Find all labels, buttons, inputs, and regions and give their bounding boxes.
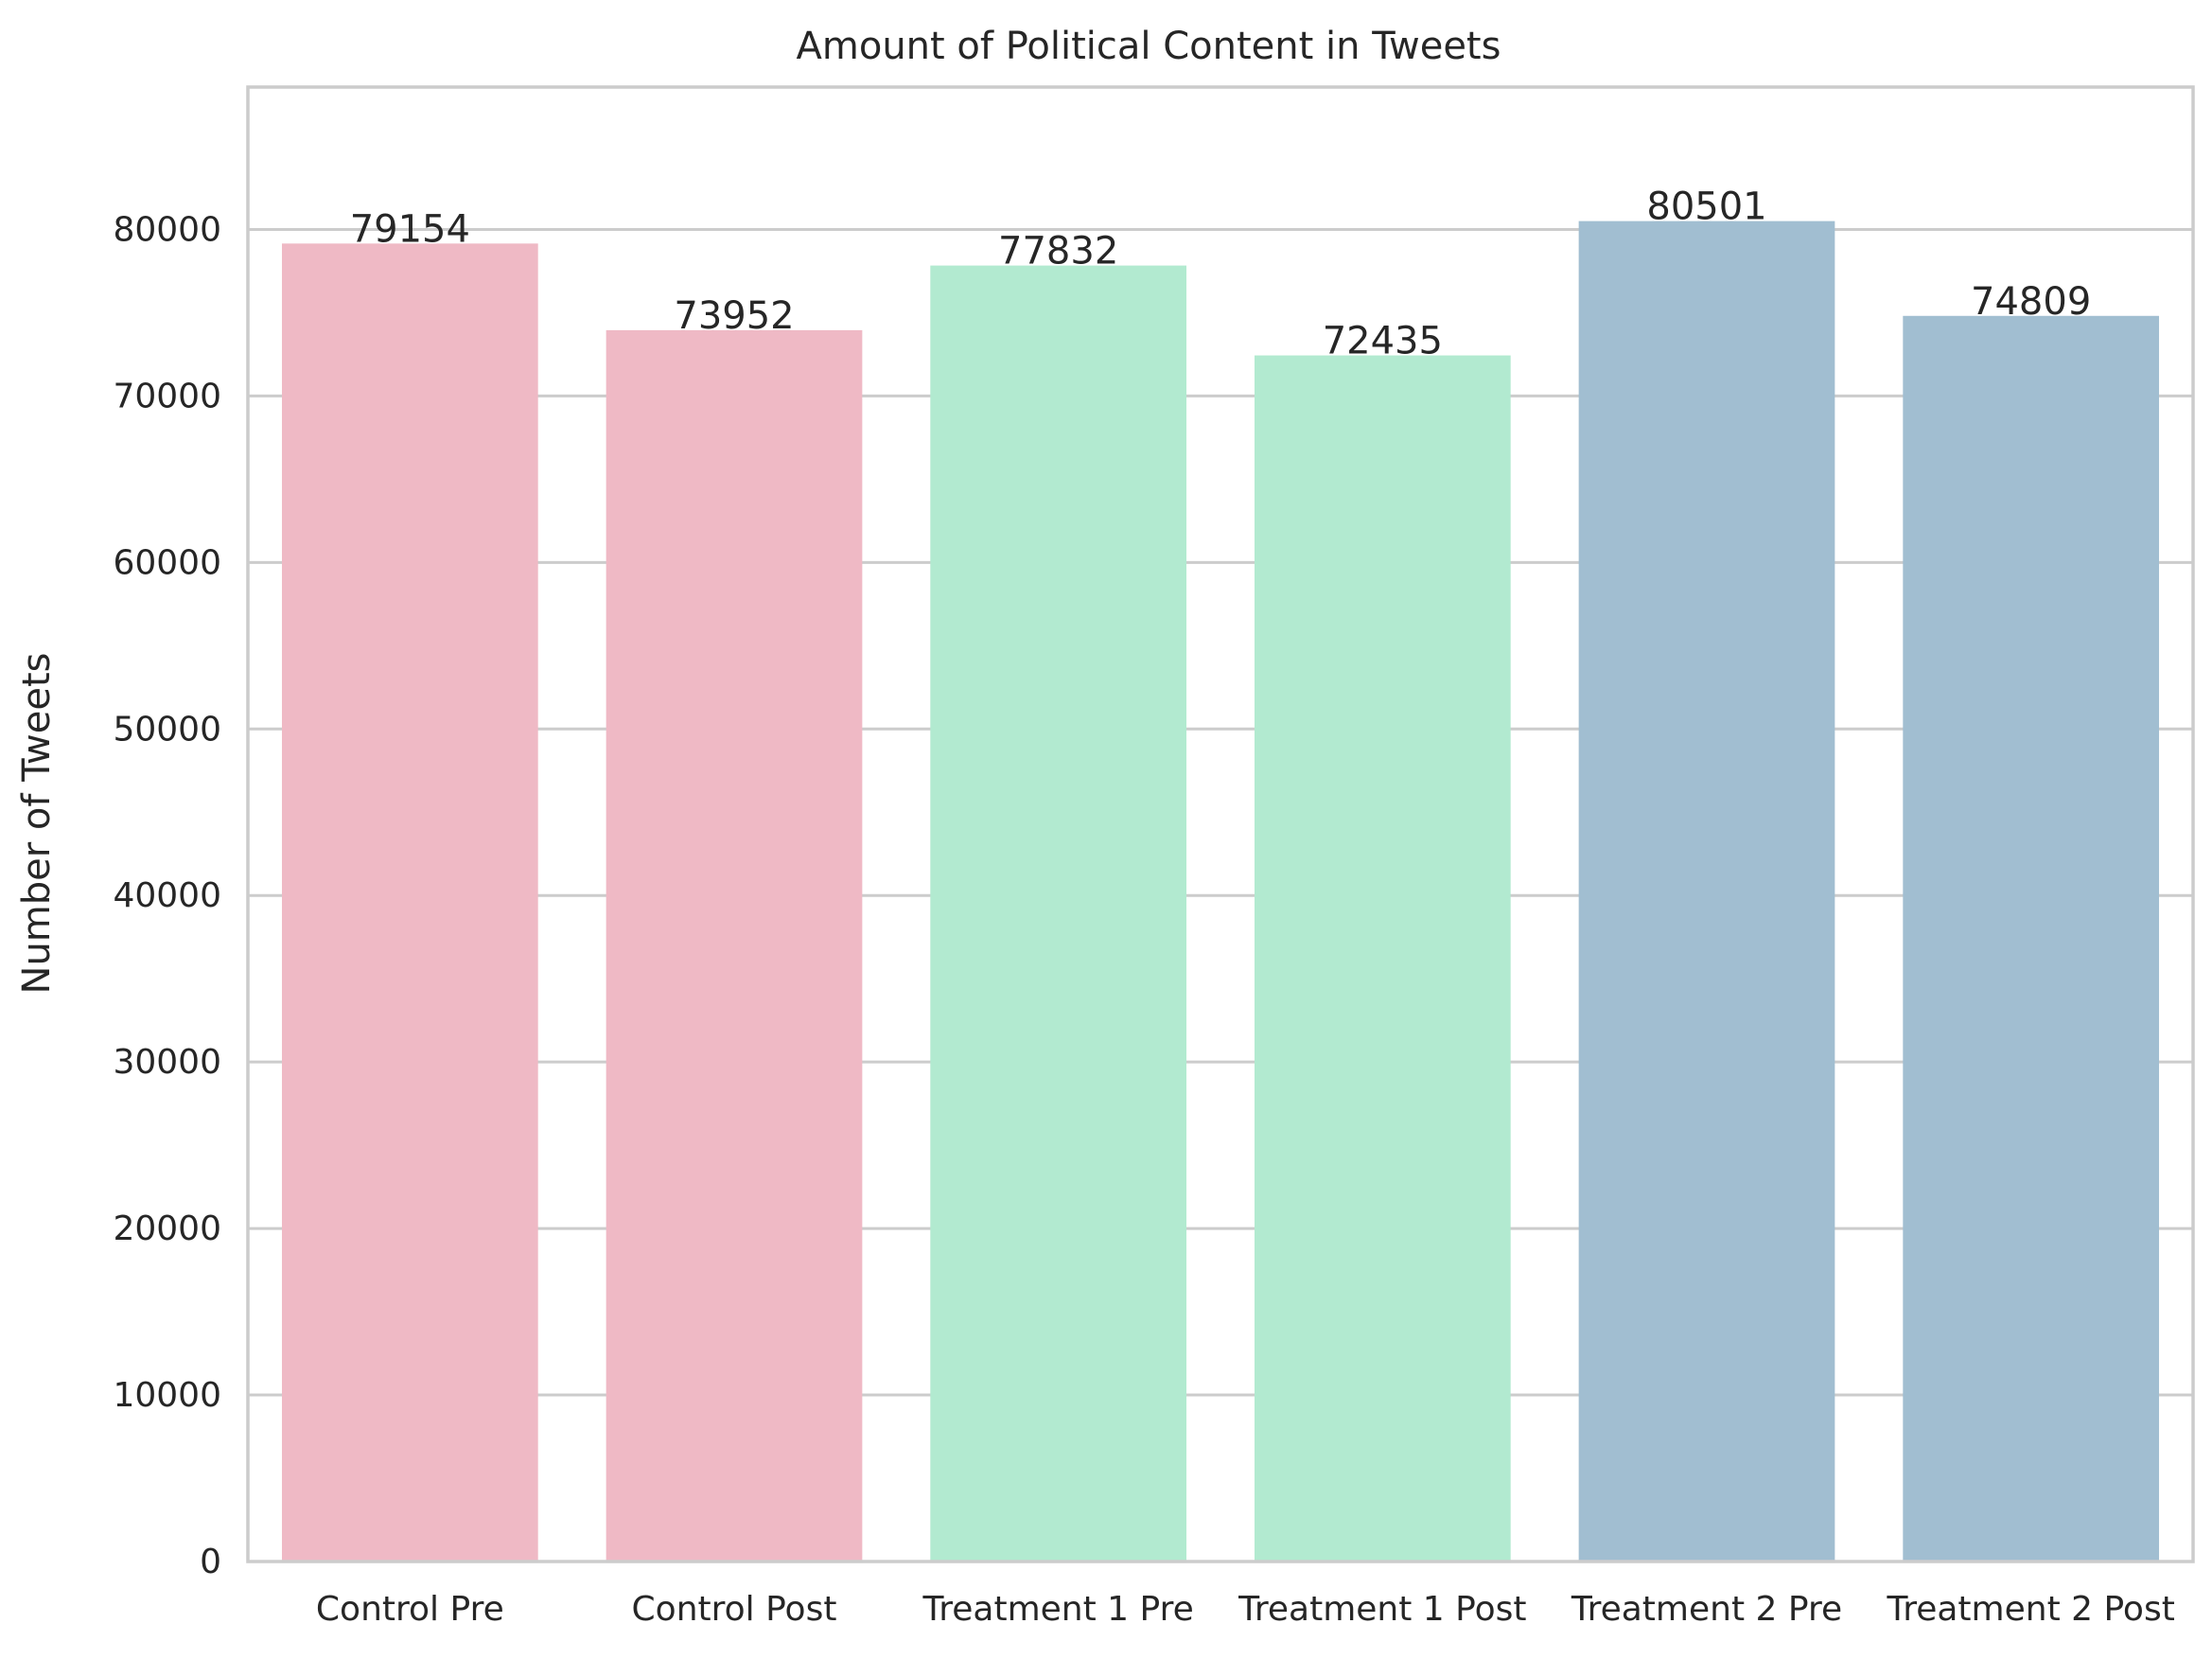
bar xyxy=(1578,221,1835,1562)
y-tick-label: 70000 xyxy=(113,377,221,415)
y-tick-label: 0 xyxy=(200,1543,221,1581)
plot-frame xyxy=(246,85,2195,1563)
bar xyxy=(1903,315,2160,1562)
bar xyxy=(1254,355,1511,1562)
data-label: 74809 xyxy=(1971,280,2091,324)
y-tick-label: 80000 xyxy=(113,210,221,249)
x-tick-label: Treatment 1 Pre xyxy=(922,1590,1194,1629)
data-label: 72435 xyxy=(1323,320,1443,363)
x-tick-label: Treatment 2 Pre xyxy=(1571,1590,1842,1629)
y-axis-ticks: 0 10000 20000 30000 40000 50000 60000 70000 8000… xyxy=(113,210,221,1581)
bar xyxy=(281,243,538,1562)
data-labels: 79154 73952 77832 72435 80501 74809 xyxy=(350,185,2092,363)
bar xyxy=(606,329,863,1562)
y-tick-label: 50000 xyxy=(113,710,221,749)
y-tick-label: 60000 xyxy=(113,543,221,582)
y-tick-label: 30000 xyxy=(113,1043,221,1082)
data-label: 73952 xyxy=(674,294,794,338)
y-tick-label: 40000 xyxy=(113,876,221,915)
grid-lines xyxy=(248,227,2193,1563)
y-tick-label: 20000 xyxy=(113,1209,221,1248)
x-tick-label: Control Pre xyxy=(316,1590,504,1629)
data-label: 79154 xyxy=(350,207,470,251)
data-label: 80501 xyxy=(1646,185,1766,229)
y-axis-label: Number of Tweets xyxy=(15,653,59,995)
x-axis-ticks: Control Pre Control Post Treatment 1 Pre Tr… xyxy=(316,1590,2175,1629)
chart-title: Amount of Political Content in Tweets xyxy=(797,25,1501,68)
x-tick-label: Treatment 2 Post xyxy=(1887,1590,2175,1629)
x-tick-label: Treatment 1 Post xyxy=(1238,1590,1526,1629)
y-tick-label: 10000 xyxy=(113,1376,221,1415)
bars xyxy=(281,221,2160,1562)
data-label: 77832 xyxy=(998,230,1118,274)
bar xyxy=(930,265,1187,1562)
x-tick-label: Control Post xyxy=(632,1590,837,1629)
axes-border xyxy=(246,85,2195,1563)
